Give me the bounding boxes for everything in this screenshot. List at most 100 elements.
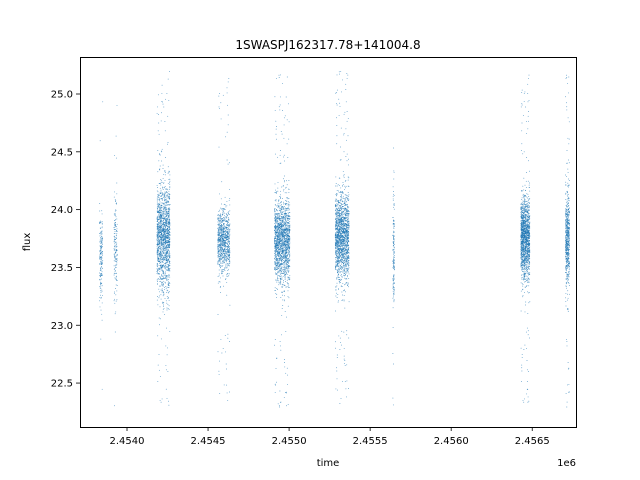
data-point	[163, 234, 165, 236]
data-point	[169, 233, 171, 235]
data-point	[163, 263, 165, 265]
data-point	[166, 267, 168, 269]
data-point	[159, 168, 161, 170]
data-point	[164, 278, 166, 279]
data-point	[226, 254, 228, 255]
data-point	[163, 213, 165, 215]
data-point	[221, 231, 223, 233]
data-point	[161, 192, 163, 194]
data-point	[224, 259, 226, 261]
data-point	[287, 295, 289, 297]
data-point	[163, 203, 165, 205]
data-point	[157, 296, 159, 297]
data-point	[160, 258, 162, 260]
data-point	[165, 207, 167, 209]
data-point	[168, 247, 170, 249]
data-point	[166, 262, 168, 264]
data-point	[275, 220, 277, 222]
data-point	[283, 175, 285, 177]
data-point	[158, 122, 160, 124]
data-point	[159, 230, 160, 232]
data-point	[274, 266, 276, 268]
data-point	[164, 170, 166, 171]
data-point	[276, 232, 278, 234]
data-point	[115, 229, 116, 230]
data-point	[168, 221, 170, 223]
data-point	[217, 214, 219, 216]
data-point	[160, 241, 162, 243]
data-point	[276, 260, 278, 262]
data-point	[169, 255, 171, 256]
data-point	[160, 278, 161, 280]
data-point	[280, 259, 282, 261]
data-point	[159, 260, 161, 262]
data-point	[166, 259, 167, 261]
data-point	[281, 255, 283, 257]
data-point	[278, 225, 280, 227]
data-point	[168, 196, 170, 198]
data-point	[348, 337, 350, 339]
data-point	[276, 246, 278, 248]
data-point	[156, 184, 158, 186]
data-point	[165, 209, 167, 211]
data-point	[277, 218, 279, 220]
data-point	[278, 254, 280, 256]
data-point	[100, 261, 102, 263]
data-point	[162, 295, 164, 297]
data-point	[283, 208, 285, 210]
data-point	[223, 231, 225, 233]
data-point	[222, 218, 224, 219]
data-point	[279, 253, 281, 255]
data-point	[221, 219, 223, 221]
data-point	[228, 162, 230, 164]
data-point	[229, 233, 231, 235]
data-point	[336, 370, 338, 372]
data-point	[277, 224, 279, 226]
data-point	[227, 245, 229, 247]
data-point	[224, 226, 226, 228]
data-point	[162, 308, 164, 310]
data-point	[274, 250, 276, 252]
data-point	[168, 193, 170, 195]
data-point	[116, 234, 118, 236]
data-point	[160, 211, 162, 213]
data-point	[226, 273, 228, 275]
data-point	[277, 190, 279, 192]
data-point	[168, 221, 169, 223]
data-point	[161, 224, 163, 226]
data-point	[275, 268, 277, 269]
data-point	[226, 243, 228, 244]
data-point	[276, 250, 278, 251]
data-point	[163, 304, 164, 306]
data-point	[281, 248, 283, 250]
data-point	[167, 247, 169, 249]
data-point	[159, 266, 161, 268]
data-point	[275, 192, 277, 194]
data-point	[168, 258, 170, 260]
data-point	[225, 242, 227, 244]
data-point	[164, 236, 166, 238]
data-point	[161, 260, 163, 262]
data-point	[336, 367, 338, 369]
data-point	[219, 256, 221, 258]
data-point	[287, 232, 289, 234]
data-point	[115, 157, 117, 159]
data-point	[228, 210, 230, 212]
data-point	[159, 239, 161, 241]
data-point	[227, 251, 229, 253]
data-point	[227, 242, 229, 244]
data-point	[100, 247, 101, 249]
data-point	[280, 221, 282, 223]
data-point	[158, 206, 160, 208]
data-point	[169, 174, 171, 176]
data-point	[160, 251, 162, 253]
data-point	[283, 295, 285, 297]
data-point	[162, 252, 164, 254]
data-point	[219, 245, 221, 246]
data-point	[229, 304, 231, 306]
data-point	[157, 205, 159, 207]
data-point	[159, 230, 161, 231]
data-point	[161, 206, 163, 208]
data-point	[114, 225, 116, 226]
data-point	[156, 264, 158, 266]
